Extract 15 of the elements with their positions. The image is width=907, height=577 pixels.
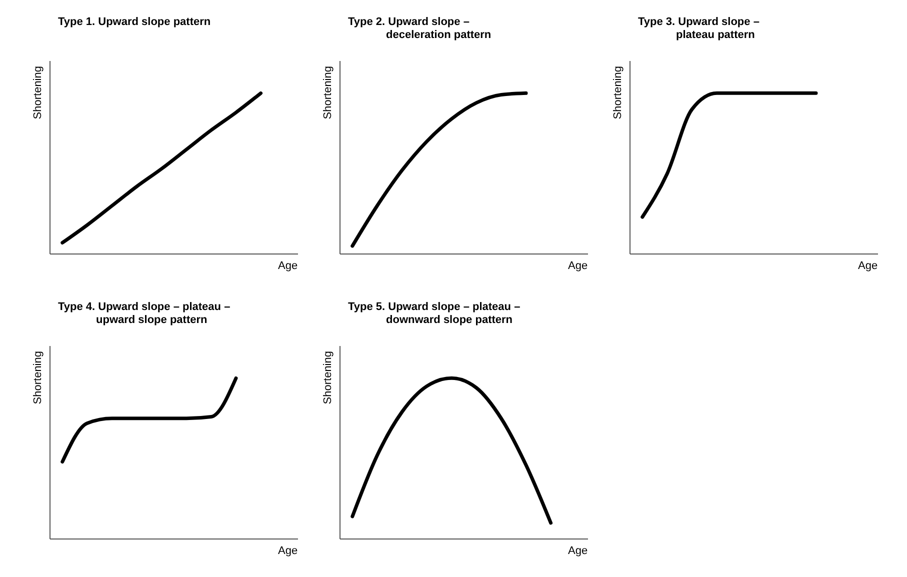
x-axis-title: Age bbox=[858, 260, 878, 272]
y-axis-title: Shortening bbox=[32, 351, 44, 404]
y-axis-title: Shortening bbox=[32, 66, 44, 120]
chart-title: Type 4. Upward slope – plateau – upward slope pattern bbox=[58, 301, 230, 327]
x-axis-title: Age bbox=[568, 545, 588, 557]
chart-title: Type 1. Upward slope pattern bbox=[58, 16, 211, 29]
chart-title: Type 5. Upward slope – plateau – downward slope pattern bbox=[348, 301, 520, 327]
y-axis-title: Shortening bbox=[322, 66, 334, 120]
x-axis-title: Age bbox=[278, 545, 298, 557]
y-axis-title: Shortening bbox=[322, 351, 334, 404]
x-axis-title: Age bbox=[278, 260, 298, 272]
y-axis-title: Shortening bbox=[612, 66, 624, 120]
x-axis-title: Age bbox=[568, 260, 588, 272]
chart-title: Type 2. Upward slope – deceleration pattern bbox=[348, 16, 492, 42]
chart-title: Type 3. Upward slope – plateau pattern bbox=[638, 16, 760, 42]
